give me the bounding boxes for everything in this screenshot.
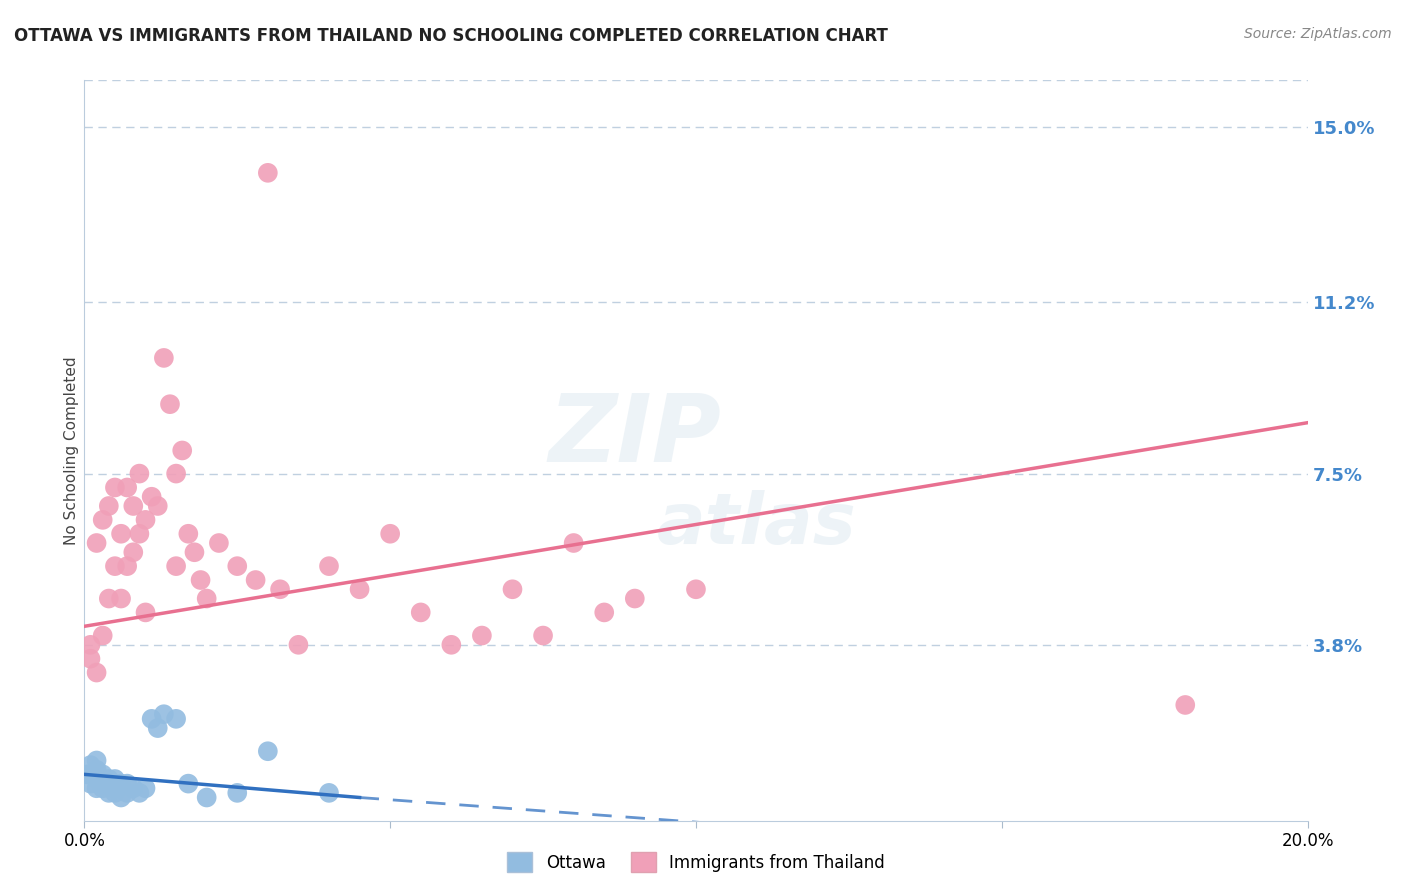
Point: [104, 481, 127, 495]
Point: [146, 721, 169, 735]
Point: [128, 526, 150, 541]
Point: [502, 582, 524, 597]
Point: [91, 628, 114, 642]
Point: [104, 772, 127, 786]
Point: [115, 786, 138, 800]
Text: ZIP: ZIP: [548, 390, 721, 482]
Point: [86, 754, 108, 768]
Point: [86, 781, 108, 796]
Point: [624, 591, 647, 606]
Point: [79, 651, 101, 665]
Point: [79, 638, 101, 652]
Point: [110, 790, 132, 805]
Point: [79, 758, 101, 772]
Point: [1174, 698, 1197, 712]
Point: [141, 712, 163, 726]
Point: [86, 536, 108, 550]
Point: [177, 526, 200, 541]
Point: [97, 786, 120, 800]
Point: [128, 467, 150, 481]
Point: [128, 786, 150, 800]
Point: [110, 591, 132, 606]
Point: [97, 772, 120, 786]
Point: [172, 443, 194, 458]
Point: [318, 559, 340, 574]
Point: [79, 776, 101, 791]
Text: atlas: atlas: [657, 490, 858, 559]
Point: [104, 786, 127, 800]
Point: [91, 781, 114, 796]
Point: [165, 712, 187, 726]
Point: [135, 606, 157, 620]
Point: [115, 776, 138, 791]
Point: [115, 559, 138, 574]
Point: [380, 526, 402, 541]
Point: [115, 481, 138, 495]
Point: [91, 767, 114, 781]
Point: [153, 351, 176, 365]
Point: [122, 781, 145, 796]
Point: [245, 573, 267, 587]
Text: OTTAWA VS IMMIGRANTS FROM THAILAND NO SCHOOLING COMPLETED CORRELATION CHART: OTTAWA VS IMMIGRANTS FROM THAILAND NO SC…: [14, 27, 889, 45]
Point: [257, 166, 280, 180]
Point: [91, 513, 114, 527]
Point: [153, 707, 176, 722]
Point: [349, 582, 371, 597]
Point: [135, 513, 157, 527]
Point: [110, 526, 132, 541]
Point: [104, 559, 127, 574]
Point: [208, 536, 231, 550]
Point: [97, 499, 120, 513]
Point: [122, 545, 145, 559]
Point: [195, 790, 218, 805]
Point: [165, 559, 187, 574]
Point: [593, 606, 616, 620]
Point: [226, 559, 249, 574]
Point: [159, 397, 181, 411]
Point: [141, 490, 163, 504]
Point: [562, 536, 585, 550]
Point: [471, 628, 494, 642]
Point: [440, 638, 463, 652]
Point: [86, 763, 108, 777]
Point: [97, 776, 120, 791]
Point: [190, 573, 212, 587]
Point: [183, 545, 205, 559]
Point: [86, 772, 108, 786]
Point: [76, 767, 98, 781]
Point: [165, 467, 187, 481]
Point: [177, 776, 200, 791]
Point: [195, 591, 218, 606]
Point: [122, 499, 145, 513]
Point: [146, 499, 169, 513]
Point: [287, 638, 309, 652]
Point: [97, 591, 120, 606]
Point: [104, 781, 127, 796]
Point: [685, 582, 707, 597]
Point: [91, 776, 114, 791]
Point: [86, 665, 108, 680]
Point: [226, 786, 249, 800]
Point: [110, 776, 132, 791]
Point: [409, 606, 432, 620]
Point: [135, 781, 157, 796]
Point: [257, 744, 280, 758]
Text: Source: ZipAtlas.com: Source: ZipAtlas.com: [1244, 27, 1392, 41]
Point: [531, 628, 554, 642]
Point: [269, 582, 291, 597]
Point: [318, 786, 340, 800]
Legend: Ottawa, Immigrants from Thailand: Ottawa, Immigrants from Thailand: [501, 846, 891, 879]
Y-axis label: No Schooling Completed: No Schooling Completed: [63, 356, 79, 545]
Point: [79, 767, 101, 781]
